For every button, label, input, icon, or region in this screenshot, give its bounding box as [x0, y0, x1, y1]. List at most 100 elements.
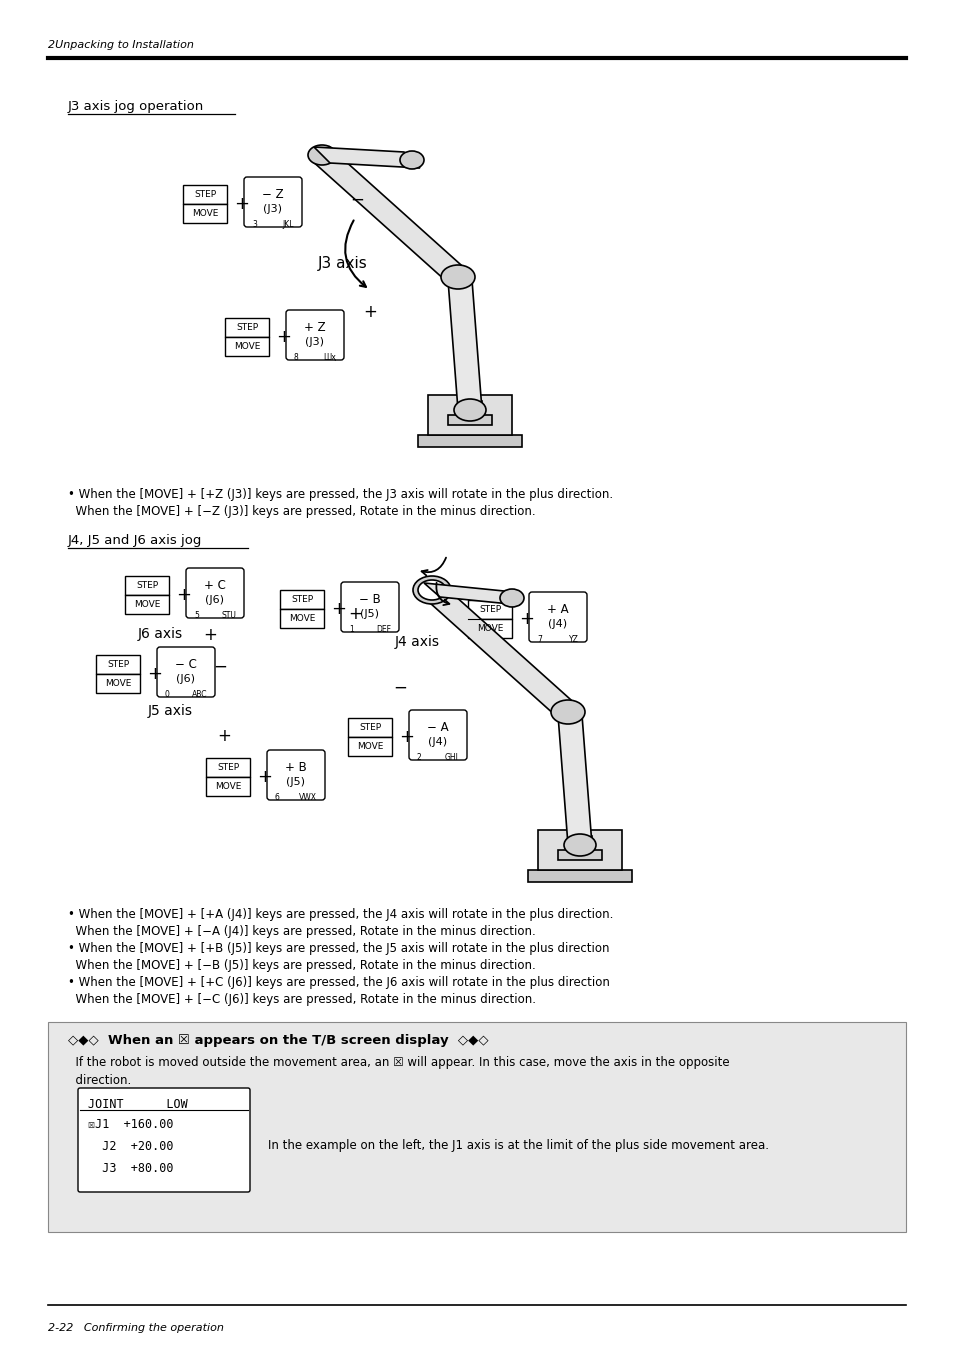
- Text: YZ: YZ: [569, 635, 578, 644]
- Bar: [527, 870, 631, 882]
- FancyBboxPatch shape: [244, 177, 302, 227]
- Ellipse shape: [417, 580, 446, 600]
- Bar: [348, 717, 392, 738]
- Bar: [125, 576, 169, 594]
- Text: 0: 0: [165, 690, 170, 698]
- Bar: [348, 738, 392, 757]
- Ellipse shape: [399, 151, 423, 169]
- Bar: [48, 1021, 905, 1232]
- Bar: [417, 435, 521, 447]
- Text: J5 axis: J5 axis: [148, 704, 193, 717]
- Text: J3 axis jog operation: J3 axis jog operation: [68, 100, 204, 113]
- Text: 1: 1: [349, 626, 354, 634]
- Text: STEP: STEP: [291, 594, 313, 604]
- Text: +: +: [176, 586, 192, 604]
- Text: MOVE: MOVE: [289, 613, 314, 623]
- Text: 3: 3: [252, 220, 256, 230]
- Bar: [225, 336, 269, 357]
- Text: • When the [MOVE] + [+C (J6)] keys are pressed, the J6 axis will rotate in the p: • When the [MOVE] + [+C (J6)] keys are p…: [68, 975, 609, 989]
- Text: +: +: [519, 611, 534, 628]
- Bar: [225, 317, 269, 336]
- Text: • When the [MOVE] + [+A (J4)] keys are pressed, the J4 axis will rotate in the p: • When the [MOVE] + [+A (J4)] keys are p…: [68, 908, 613, 921]
- Text: STEP: STEP: [107, 661, 129, 669]
- Text: (J6): (J6): [205, 596, 224, 605]
- Text: + B: + B: [285, 761, 307, 774]
- FancyBboxPatch shape: [286, 309, 344, 359]
- Text: ABC: ABC: [192, 690, 207, 698]
- Text: +: +: [148, 665, 162, 684]
- Text: direction.: direction.: [68, 1074, 132, 1088]
- Bar: [428, 394, 512, 435]
- Ellipse shape: [308, 145, 335, 165]
- Text: +: +: [331, 600, 346, 617]
- Text: When the [MOVE] + [−C (J6)] keys are pressed, Rotate in the minus direction.: When the [MOVE] + [−C (J6)] keys are pre…: [68, 993, 536, 1006]
- Text: (J5): (J5): [360, 609, 379, 620]
- Bar: [448, 415, 492, 426]
- Text: J3  +80.00: J3 +80.00: [88, 1162, 173, 1175]
- Text: J4, J5 and J6 axis jog: J4, J5 and J6 axis jog: [68, 534, 202, 547]
- Text: − Z: − Z: [262, 188, 283, 201]
- Text: J2  +20.00: J2 +20.00: [88, 1140, 173, 1152]
- Polygon shape: [314, 147, 465, 285]
- Text: − B: − B: [358, 593, 380, 607]
- Text: (J4): (J4): [548, 620, 567, 630]
- Ellipse shape: [551, 700, 584, 724]
- Text: JOINT      LOW: JOINT LOW: [88, 1098, 188, 1111]
- Bar: [468, 619, 512, 638]
- Text: • When the [MOVE] + [+Z (J3)] keys are pressed, the J3 axis will rotate in the p: • When the [MOVE] + [+Z (J3)] keys are p…: [68, 488, 613, 501]
- Text: − C: − C: [175, 658, 196, 671]
- Text: −: −: [213, 658, 227, 676]
- Text: (J3): (J3): [305, 338, 324, 347]
- Text: When the [MOVE] + [−B (J5)] keys are pressed, Rotate in the minus direction.: When the [MOVE] + [−B (J5)] keys are pre…: [68, 959, 536, 971]
- Ellipse shape: [454, 399, 485, 422]
- Text: MOVE: MOVE: [233, 342, 260, 351]
- Bar: [96, 674, 140, 693]
- Text: Шҳ: Шҳ: [323, 353, 335, 362]
- Text: MOVE: MOVE: [214, 782, 241, 790]
- Text: VWX: VWX: [298, 793, 316, 802]
- Text: +: +: [203, 626, 216, 644]
- Bar: [206, 758, 250, 777]
- Text: 2-22   Confirming the operation: 2-22 Confirming the operation: [48, 1323, 224, 1333]
- Bar: [183, 185, 227, 204]
- Polygon shape: [448, 280, 481, 409]
- Text: +: +: [217, 727, 231, 744]
- Ellipse shape: [440, 265, 475, 289]
- Text: −: −: [393, 680, 407, 697]
- Bar: [558, 850, 601, 861]
- Text: STU: STU: [221, 611, 235, 620]
- Text: 2Unpacking to Installation: 2Unpacking to Installation: [48, 41, 193, 50]
- Text: If the robot is moved outside the movement area, an ☒ will appear. In this case,: If the robot is moved outside the moveme…: [68, 1056, 729, 1069]
- Polygon shape: [424, 582, 575, 720]
- Text: ☒J1  +160.00: ☒J1 +160.00: [88, 1119, 173, 1131]
- Text: MOVE: MOVE: [356, 742, 383, 751]
- Text: J3 axis: J3 axis: [317, 255, 367, 272]
- Text: (J5): (J5): [286, 777, 305, 788]
- Ellipse shape: [413, 576, 451, 604]
- Text: +: +: [257, 767, 273, 786]
- Text: MOVE: MOVE: [192, 209, 218, 218]
- Bar: [457, 401, 481, 413]
- Text: When the [MOVE] + [−A (J4)] keys are pressed, Rotate in the minus direction.: When the [MOVE] + [−A (J4)] keys are pre…: [68, 925, 536, 938]
- FancyBboxPatch shape: [267, 750, 325, 800]
- FancyBboxPatch shape: [78, 1088, 250, 1192]
- Text: 8: 8: [294, 353, 298, 362]
- Text: +: +: [363, 303, 376, 322]
- FancyBboxPatch shape: [409, 711, 467, 761]
- Bar: [125, 594, 169, 613]
- FancyBboxPatch shape: [529, 592, 586, 642]
- Text: +: +: [276, 328, 292, 346]
- Text: JKL: JKL: [282, 220, 294, 230]
- Text: (J3): (J3): [263, 204, 282, 215]
- Text: + C: + C: [204, 580, 226, 592]
- Text: STEP: STEP: [216, 763, 239, 771]
- Text: 7: 7: [537, 635, 541, 644]
- Text: MOVE: MOVE: [476, 624, 502, 634]
- Text: DEF: DEF: [375, 626, 391, 634]
- Text: STEP: STEP: [135, 581, 158, 590]
- Polygon shape: [558, 715, 592, 844]
- Polygon shape: [314, 147, 419, 168]
- Text: When the [MOVE] + [−Z (J3)] keys are pressed, Rotate in the minus direction.: When the [MOVE] + [−Z (J3)] keys are pre…: [68, 505, 535, 517]
- Bar: [537, 830, 621, 870]
- Text: J6 axis: J6 axis: [138, 627, 183, 640]
